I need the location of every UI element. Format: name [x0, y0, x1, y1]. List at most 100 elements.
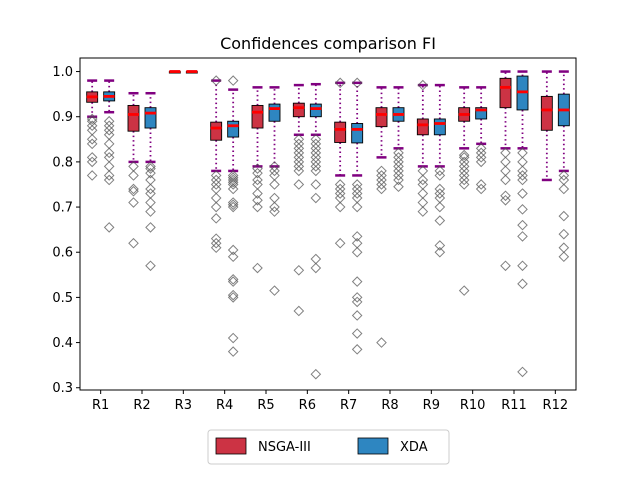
flier-point — [558, 242, 570, 254]
flier-point — [210, 183, 222, 195]
flier-point — [269, 285, 280, 296]
flier-point — [227, 292, 239, 303]
flier-point — [227, 332, 239, 344]
flier-point — [393, 156, 404, 168]
box-nsga — [334, 121, 347, 143]
flier-point — [500, 194, 511, 206]
flier-point — [227, 170, 239, 181]
flier-point — [517, 188, 528, 199]
y-tick-label: 0.8 — [52, 155, 73, 170]
flier-point — [145, 222, 156, 233]
flier-point — [310, 152, 322, 163]
flier-point — [252, 163, 263, 174]
box-group-nsga — [251, 86, 264, 274]
flier-point — [310, 147, 322, 159]
flier-point — [145, 167, 156, 179]
flier-point — [310, 143, 322, 154]
flier-point — [252, 194, 263, 206]
flier-point — [475, 179, 487, 190]
flier-point — [210, 75, 222, 86]
flier-point — [434, 192, 446, 204]
flier-point — [351, 310, 363, 321]
chart-title: Confidences comparison FI — [220, 34, 436, 53]
x-tick-label: R4 — [216, 398, 233, 413]
flier-point — [458, 161, 470, 172]
flier-point — [86, 156, 98, 168]
flier-point — [417, 165, 429, 177]
flier-point — [128, 183, 139, 195]
box-group-nsga — [416, 79, 429, 217]
flier-point — [558, 170, 570, 181]
x-tick-label: R8 — [381, 398, 398, 413]
box-group-nsga — [168, 70, 181, 74]
flier-point — [145, 197, 156, 208]
flier-point — [434, 188, 446, 199]
flier-point — [145, 163, 156, 174]
flier-point — [517, 147, 528, 159]
flier-point — [417, 188, 429, 199]
box-group-xda — [433, 83, 446, 258]
flier-point — [434, 170, 446, 181]
flier-point — [103, 120, 115, 132]
box-xda — [475, 107, 488, 120]
flier-point — [210, 233, 222, 244]
flier-point — [417, 206, 429, 217]
box-group-nsga — [127, 91, 140, 249]
flier-point — [293, 179, 305, 190]
flier-point — [434, 215, 446, 226]
flier-point — [227, 183, 239, 195]
flier-point — [351, 296, 363, 308]
flier-point — [227, 172, 239, 184]
flier-point — [376, 337, 387, 348]
flier-point — [103, 115, 115, 127]
x-tick-label: R1 — [92, 398, 109, 413]
flier-point — [293, 264, 305, 276]
flier-point — [252, 262, 263, 274]
box-group-xda — [557, 70, 570, 263]
flier-point — [145, 183, 156, 195]
flier-point — [458, 170, 470, 181]
flier-point — [103, 129, 115, 141]
flier-point — [351, 246, 363, 258]
x-tick-label: R6 — [299, 398, 316, 413]
flier-point — [351, 179, 363, 190]
flier-point — [103, 170, 115, 181]
flier-point — [351, 344, 363, 355]
flier-point — [334, 201, 346, 213]
box-nsga — [127, 104, 140, 132]
flier-point — [558, 228, 570, 240]
x-tick-label: R10 — [460, 398, 486, 413]
flier-point — [103, 147, 115, 159]
flier-point — [558, 251, 570, 263]
flier-point — [475, 143, 487, 154]
flier-point — [103, 222, 115, 233]
flier-point — [210, 170, 222, 181]
box-group-xda — [392, 86, 405, 193]
flier-point — [293, 133, 305, 145]
box-group-nsga — [540, 70, 553, 182]
flier-point — [227, 276, 239, 287]
flier-point — [417, 197, 429, 208]
box-group-xda — [185, 70, 198, 74]
box-xda — [227, 120, 240, 138]
flier-point — [458, 165, 470, 177]
flier-point — [145, 161, 156, 172]
flier-point — [434, 165, 446, 177]
flier-point — [417, 179, 429, 190]
flier-point — [558, 174, 570, 186]
flier-point — [310, 165, 322, 177]
y-tick-label: 0.5 — [52, 291, 73, 306]
flier-point — [351, 231, 363, 242]
y-tick-label: 1.0 — [52, 65, 73, 80]
flier-point — [210, 237, 222, 249]
flier-point — [458, 179, 470, 190]
flier-point — [103, 124, 115, 136]
box-group-nsga — [458, 86, 471, 296]
plot-area — [86, 70, 570, 380]
flier-point — [293, 165, 305, 177]
flier-point — [293, 147, 305, 159]
legend-swatch-xda — [357, 437, 389, 455]
flier-point — [145, 206, 156, 217]
flier-point — [351, 292, 363, 303]
x-tick-label: R11 — [501, 398, 527, 413]
